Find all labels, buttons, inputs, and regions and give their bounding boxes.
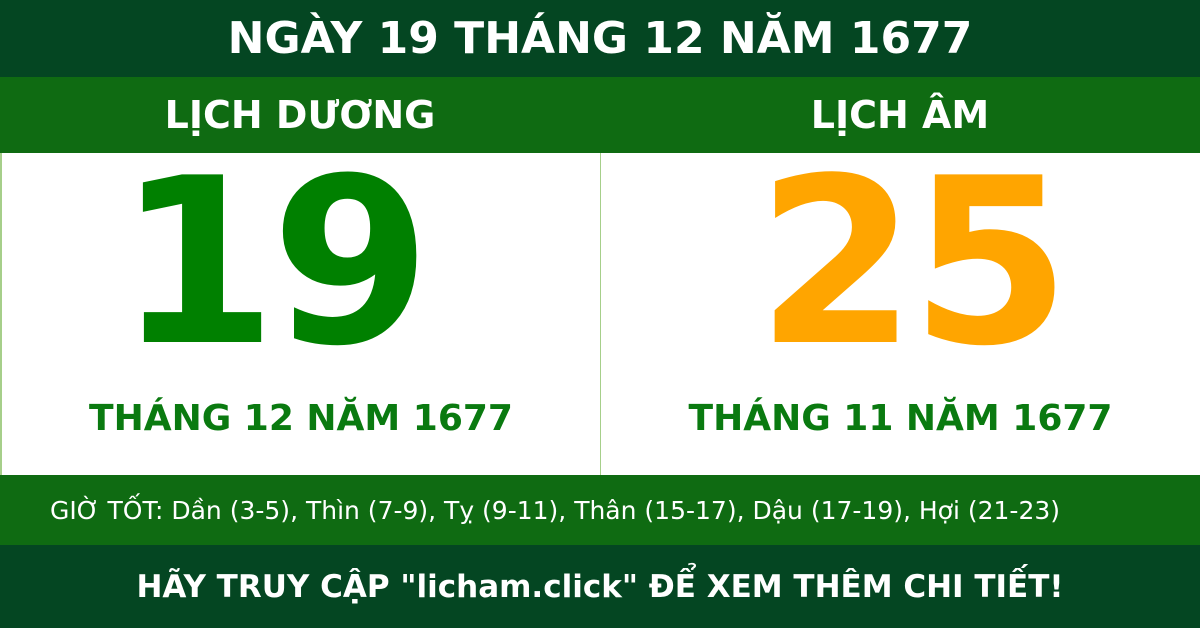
solar-month-year: THÁNG 12 NĂM 1677 (89, 398, 513, 439)
lunar-panel: 25 THÁNG 11 NĂM 1677 (600, 130, 1200, 475)
solar-header: LỊCH DƯƠNG (0, 77, 600, 153)
lunar-month-year: THÁNG 11 NĂM 1677 (688, 398, 1113, 439)
good-hours: GIỜ TỐT: Dần (3-5), Thìn (7-9), Tỵ (9-11… (0, 475, 1200, 545)
solar-day: 19 (116, 130, 431, 397)
page-title: NGÀY 19 THÁNG 12 NĂM 1677 (0, 0, 1200, 77)
solar-panel: 19 THÁNG 12 NĂM 1677 (0, 130, 600, 475)
lunar-header: LỊCH ÂM (600, 77, 1200, 153)
lunar-day: 25 (756, 130, 1070, 397)
footer-cta: HÃY TRUY CẬP "licham.click" ĐỂ XEM THÊM … (0, 545, 1200, 628)
